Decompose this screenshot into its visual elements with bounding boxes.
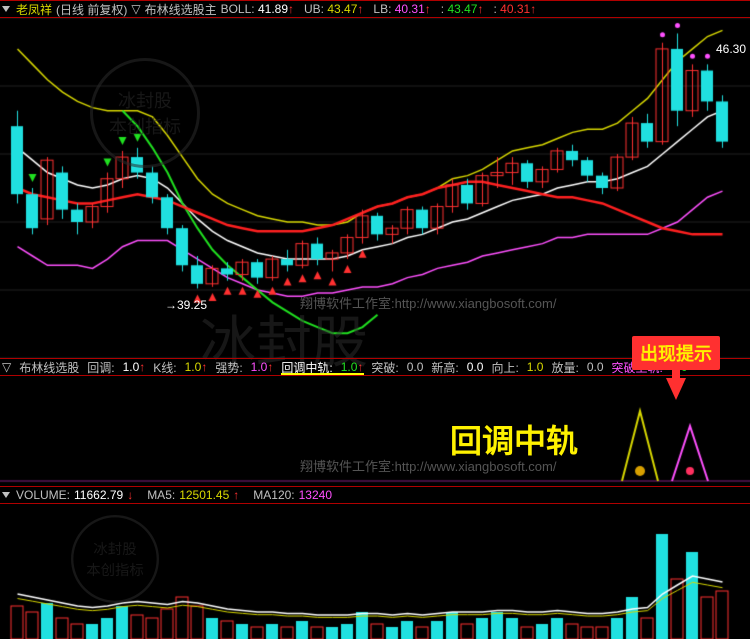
signal-item: 1.0↑ [251,360,274,374]
vol-val: 11662.79 [74,488,123,502]
signal-item: 0.0 [407,360,424,374]
signal-item: 新高: [431,359,458,376]
signal-item: 0.0 [467,360,484,374]
ub-label: UB: 43.47↑ [304,2,363,16]
stock-name: 老凤祥 [16,1,52,18]
ma5-label: MA5: [147,488,175,502]
ma5-val: 12501.45 [179,488,229,502]
sep-icon: ▽ [131,2,140,16]
lb-label: LB: 40.31↑ [373,2,430,16]
signal-panel[interactable]: 出现提示 回调中轨 翔博软件工作室:http://www.xiangbosoft… [0,376,750,486]
volume-chart[interactable]: 冰封股本创指标 [0,504,750,639]
candle-chart[interactable]: 冰封股本创指标 冰封股 翔博软件工作室:http://www.xiangboso… [0,18,750,358]
signal-item: 回调: [87,359,114,376]
signal-item: 0.0 [587,360,604,374]
signal-item: K线: [153,359,176,376]
signal-item: ▽ [2,360,11,374]
strategy-name: 布林线选股主 [145,1,217,18]
extra1: : 43.47↑ [441,2,484,16]
signal-item: 1.0↑ [341,360,364,374]
vol-label: VOLUME: [16,488,70,502]
hi-price-label: 46.30 [716,42,746,56]
signal-item: 布林线选股 [19,359,79,376]
ma120-label: MA120: [253,488,294,502]
signal-item: 突破: [371,359,398,376]
signal-item: 1.0↑ [185,360,208,374]
signal-item: 1.0↑ [123,360,146,374]
signal-item: 向上: [491,359,518,376]
signal-item: 1.0 [527,360,544,374]
extra2: : 40.31↑ [493,2,536,16]
ma120-val: 13240 [299,488,332,502]
signal-item: 强势: [215,359,242,376]
boll-label: BOLL: 41.89↑ [221,2,294,16]
dropdown-icon[interactable] [2,6,10,12]
volume-header: VOLUME: 11662.79↓ MA5: 12501.45↑ MA120: … [0,486,750,504]
stock-suffix: (日线 前复权) [56,1,127,18]
lo-price-label: →39.25 [165,298,207,312]
signal-item: 放量: [551,359,578,376]
candle-header: 老凤祥 (日线 前复权) ▽ 布林线选股主 BOLL: 41.89↑ UB: 4… [0,0,750,18]
dropdown-icon-vol[interactable] [2,492,10,498]
